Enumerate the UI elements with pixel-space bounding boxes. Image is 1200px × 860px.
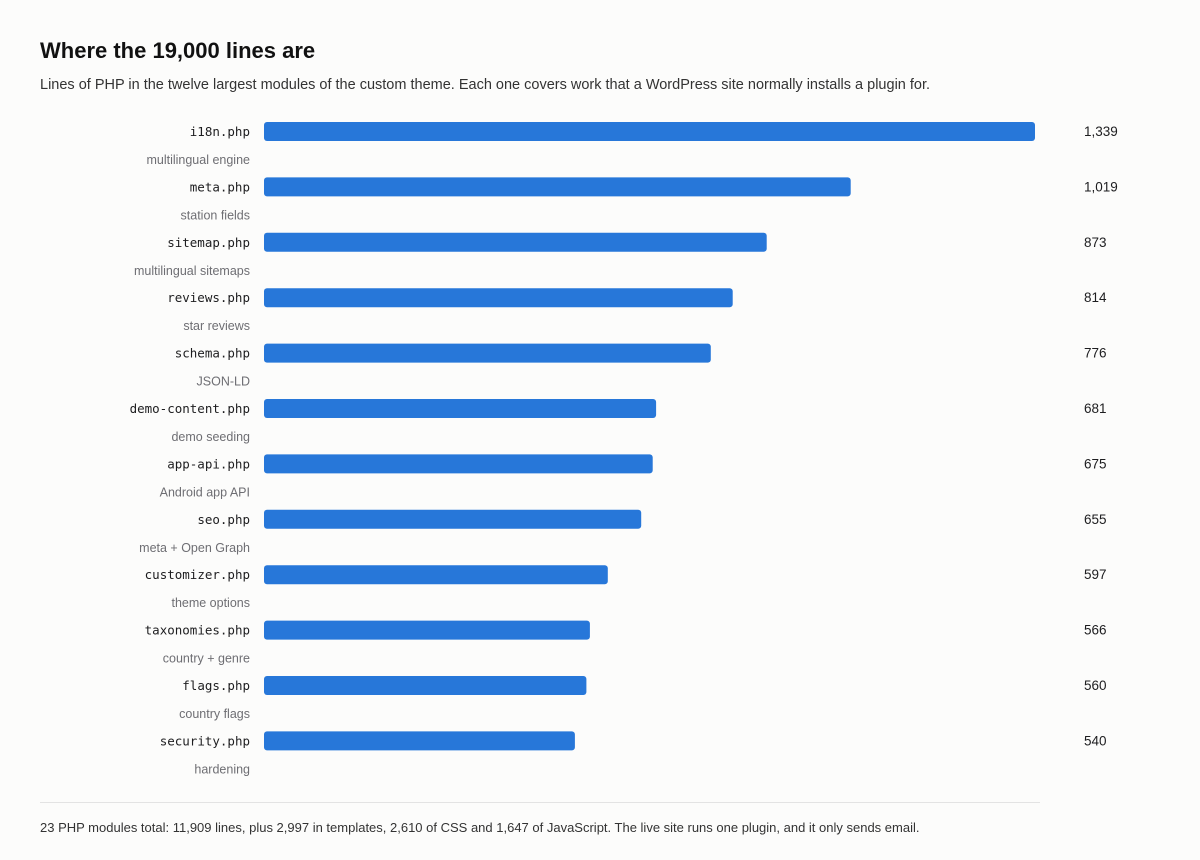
category-description: demo seeding — [171, 430, 250, 444]
bar — [264, 232, 767, 252]
category-label: sitemap.php — [167, 235, 250, 250]
bar-row: reviews.php star reviews 814 — [167, 288, 1107, 333]
category-label: meta.php — [190, 179, 250, 194]
value-label: 655 — [1084, 512, 1107, 527]
footer-divider — [40, 802, 1040, 803]
bar-row: app-api.php Android app API 675 — [160, 454, 1107, 499]
bar-row: customizer.php theme options 597 — [145, 565, 1107, 610]
bar — [264, 343, 711, 363]
value-label: 597 — [1084, 567, 1107, 582]
category-label: reviews.php — [167, 290, 250, 305]
category-description: theme options — [171, 596, 250, 610]
bar — [264, 676, 587, 695]
category-label: i18n.php — [190, 124, 250, 139]
category-description: hardening — [194, 762, 250, 776]
category-description: multilingual engine — [146, 153, 250, 167]
bar — [264, 509, 642, 529]
category-description: meta + Open Graph — [139, 541, 250, 555]
category-label: seo.php — [197, 512, 250, 527]
bar-row: security.php hardening 540 — [160, 731, 1107, 776]
bar — [264, 454, 653, 474]
bar-row: sitemap.php multilingual sitemaps 873 — [134, 232, 1107, 278]
bar — [264, 620, 590, 640]
bar — [264, 288, 733, 308]
category-description: country flags — [179, 707, 250, 721]
category-label: customizer.php — [145, 567, 250, 582]
category-label: flags.php — [182, 678, 250, 693]
bar-row: i18n.php multilingual engine 1,339 — [146, 122, 1118, 167]
value-label: 560 — [1084, 678, 1107, 693]
category-description: Android app API — [160, 485, 250, 499]
bar — [264, 399, 657, 418]
value-label: 776 — [1084, 346, 1107, 361]
category-label: app-api.php — [167, 456, 250, 471]
category-description: JSON-LD — [197, 375, 250, 389]
value-label: 566 — [1084, 623, 1107, 638]
footnote: 23 PHP modules total: 11,909 lines, plus… — [40, 820, 920, 835]
bar — [264, 565, 608, 585]
category-description: multilingual sitemaps — [134, 264, 250, 278]
bar-row: demo-content.php demo seeding 681 — [130, 399, 1107, 444]
chart-title: Where the 19,000 lines are — [40, 38, 316, 63]
value-label: 1,019 — [1084, 179, 1118, 194]
bar-chart: i18n.php multilingual engine 1,339 meta.php… — [130, 122, 1118, 776]
bar — [264, 731, 575, 751]
bar — [264, 177, 851, 197]
bar-row: seo.php meta + Open Graph 655 — [139, 509, 1107, 555]
category-label: schema.php — [175, 346, 250, 361]
value-label: 873 — [1084, 235, 1107, 250]
category-description: star reviews — [183, 319, 250, 333]
category-label: demo-content.php — [130, 401, 250, 416]
value-label: 681 — [1084, 401, 1107, 416]
value-label: 1,339 — [1084, 124, 1118, 139]
value-label: 540 — [1084, 733, 1107, 748]
bar-row: meta.php station fields 1,019 — [181, 177, 1118, 222]
category-label: taxonomies.php — [145, 623, 250, 638]
value-label: 675 — [1084, 456, 1107, 471]
bar-row: flags.php country flags 560 — [179, 676, 1107, 721]
chart-subtitle: Lines of PHP in the twelve largest modul… — [40, 77, 931, 93]
category-description: country + genre — [163, 652, 250, 666]
bar-row: taxonomies.php country + genre 566 — [145, 620, 1107, 666]
category-description: station fields — [181, 208, 250, 222]
category-label: security.php — [160, 733, 250, 748]
bar — [264, 122, 1035, 141]
bar-row: schema.php JSON-LD 776 — [175, 343, 1107, 389]
value-label: 814 — [1084, 290, 1107, 305]
